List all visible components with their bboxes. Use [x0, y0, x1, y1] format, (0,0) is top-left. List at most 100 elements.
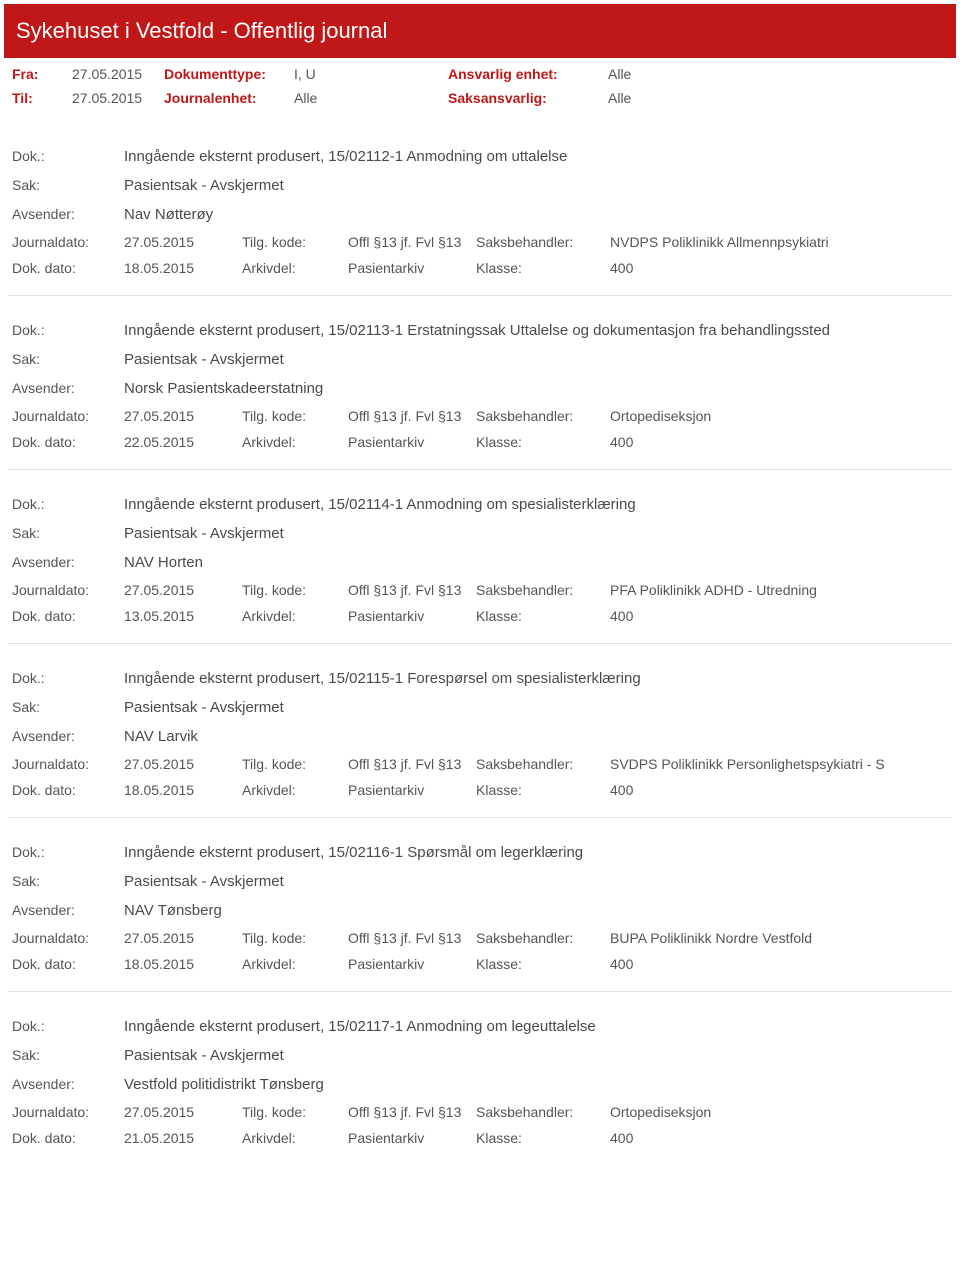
page-title: Sykehuset i Vestfold - Offentlig journal [16, 18, 387, 43]
sak-label: Sak: [12, 525, 124, 541]
journal-entry: Dok.: Inngående eksternt produsert, 15/0… [8, 316, 952, 470]
saksbehandler-label: Saksbehandler: [476, 1104, 610, 1120]
tilgkode-value: Offl §13 jf. Fvl §13 [348, 234, 476, 250]
dok-label: Dok.: [12, 844, 124, 860]
filter-fra-label: Fra: [12, 66, 72, 82]
filter-til-label: Til: [12, 90, 72, 106]
arkivdel-value: Pasientarkiv [348, 434, 476, 450]
dokdato-value: 18.05.2015 [124, 260, 242, 276]
journaldato-value: 27.05.2015 [124, 408, 242, 424]
saksbehandler-label: Saksbehandler: [476, 756, 610, 772]
sak-label: Sak: [12, 177, 124, 193]
tilgkode-value: Offl §13 jf. Fvl §13 [348, 1104, 476, 1120]
journaldato-label: Journaldato: [12, 756, 124, 772]
avsender-value: NAV Tønsberg [124, 902, 222, 919]
saksbehandler-label: Saksbehandler: [476, 234, 610, 250]
tilgkode-value: Offl §13 jf. Fvl §13 [348, 582, 476, 598]
arkivdel-label: Arkivdel: [242, 1130, 348, 1146]
dokdato-label: Dok. dato: [12, 782, 124, 798]
saksbehandler-label: Saksbehandler: [476, 408, 610, 424]
saksbehandler-value: Ortopediseksjon [610, 408, 711, 424]
tilgkode-value: Offl §13 jf. Fvl §13 [348, 930, 476, 946]
filter-doktype-value: I, U [294, 66, 448, 82]
klasse-label: Klasse: [476, 1130, 610, 1146]
sak-value: Pasientsak - Avskjermet [124, 177, 284, 194]
journaldato-label: Journaldato: [12, 582, 124, 598]
dok-value: Inngående eksternt produsert, 15/02117-1… [124, 1018, 596, 1035]
klasse-label: Klasse: [476, 782, 610, 798]
dokdato-label: Dok. dato: [12, 1130, 124, 1146]
filter-row-2: Til: 27.05.2015 Journalenhet: Alle Saksa… [0, 82, 960, 116]
saksbehandler-value: Ortopediseksjon [610, 1104, 711, 1120]
saksbehandler-value: NVDPS Poliklinikk Allmennpsykiatri [610, 234, 829, 250]
sak-value: Pasientsak - Avskjermet [124, 699, 284, 716]
saksbehandler-value: PFA Poliklinikk ADHD - Utredning [610, 582, 817, 598]
sak-label: Sak: [12, 1047, 124, 1063]
klasse-label: Klasse: [476, 434, 610, 450]
dok-label: Dok.: [12, 496, 124, 512]
arkivdel-value: Pasientarkiv [348, 956, 476, 972]
filter-saksansvarlig-value: Alle [608, 90, 631, 106]
arkivdel-value: Pasientarkiv [348, 260, 476, 276]
arkivdel-label: Arkivdel: [242, 608, 348, 624]
journal-entry: Dok.: Inngående eksternt produsert, 15/0… [8, 490, 952, 644]
dok-label: Dok.: [12, 322, 124, 338]
sak-value: Pasientsak - Avskjermet [124, 351, 284, 368]
avsender-label: Avsender: [12, 206, 124, 222]
dok-value: Inngående eksternt produsert, 15/02113-1… [124, 322, 830, 339]
avsender-label: Avsender: [12, 554, 124, 570]
journal-entry: Dok.: Inngående eksternt produsert, 15/0… [8, 664, 952, 818]
klasse-label: Klasse: [476, 608, 610, 624]
journaldato-label: Journaldato: [12, 408, 124, 424]
journaldato-value: 27.05.2015 [124, 756, 242, 772]
filter-journalenhet-value: Alle [294, 90, 448, 106]
klasse-label: Klasse: [476, 260, 610, 276]
filter-journalenhet-label: Journalenhet: [164, 90, 294, 106]
journaldato-value: 27.05.2015 [124, 1104, 242, 1120]
avsender-label: Avsender: [12, 728, 124, 744]
journal-entry: Dok.: Inngående eksternt produsert, 15/0… [8, 1012, 952, 1165]
dok-value: Inngående eksternt produsert, 15/02115-1… [124, 670, 641, 687]
klasse-value: 400 [610, 260, 633, 276]
sak-label: Sak: [12, 873, 124, 889]
journaldato-value: 27.05.2015 [124, 930, 242, 946]
dok-value: Inngående eksternt produsert, 15/02114-1… [124, 496, 636, 513]
filter-til-value: 27.05.2015 [72, 90, 164, 106]
journaldato-label: Journaldato: [12, 930, 124, 946]
tilgkode-value: Offl §13 jf. Fvl §13 [348, 756, 476, 772]
filter-doktype-label: Dokumenttype: [164, 66, 294, 82]
dokdato-label: Dok. dato: [12, 434, 124, 450]
avsender-value: Nav Nøtterøy [124, 206, 213, 223]
klasse-value: 400 [610, 782, 633, 798]
dok-label: Dok.: [12, 670, 124, 686]
avsender-label: Avsender: [12, 1076, 124, 1092]
saksbehandler-label: Saksbehandler: [476, 930, 610, 946]
filter-saksansvarlig-label: Saksansvarlig: [448, 90, 608, 106]
filter-ansvarlig-value: Alle [608, 66, 631, 82]
arkivdel-label: Arkivdel: [242, 260, 348, 276]
filter-fra-value: 27.05.2015 [72, 66, 164, 82]
klasse-value: 400 [610, 1130, 633, 1146]
klasse-label: Klasse: [476, 956, 610, 972]
arkivdel-label: Arkivdel: [242, 434, 348, 450]
dokdato-label: Dok. dato: [12, 260, 124, 276]
dokdato-label: Dok. dato: [12, 956, 124, 972]
avsender-value: NAV Horten [124, 554, 203, 571]
journaldato-label: Journaldato: [12, 1104, 124, 1120]
sak-label: Sak: [12, 351, 124, 367]
entries-list: Dok.: Inngående eksternt produsert, 15/0… [0, 116, 960, 1165]
filter-ansvarlig-label: Ansvarlig enhet: [448, 66, 608, 82]
arkivdel-value: Pasientarkiv [348, 1130, 476, 1146]
avsender-value: Vestfold politidistrikt Tønsberg [124, 1076, 324, 1093]
dokdato-label: Dok. dato: [12, 608, 124, 624]
dokdato-value: 22.05.2015 [124, 434, 242, 450]
journaldato-value: 27.05.2015 [124, 582, 242, 598]
dok-label: Dok.: [12, 148, 124, 164]
tilgkode-label: Tilg. kode: [242, 1104, 348, 1120]
arkivdel-label: Arkivdel: [242, 956, 348, 972]
dokdato-value: 13.05.2015 [124, 608, 242, 624]
arkivdel-label: Arkivdel: [242, 782, 348, 798]
tilgkode-label: Tilg. kode: [242, 408, 348, 424]
journal-entry: Dok.: Inngående eksternt produsert, 15/0… [8, 838, 952, 992]
journaldato-value: 27.05.2015 [124, 234, 242, 250]
